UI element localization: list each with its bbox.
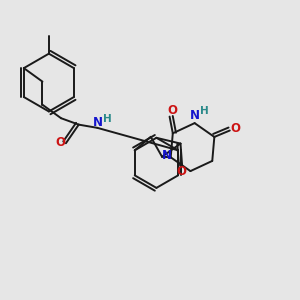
Text: N: N bbox=[161, 149, 172, 162]
Text: O: O bbox=[56, 136, 66, 149]
Text: N: N bbox=[190, 109, 200, 122]
Text: O: O bbox=[176, 165, 186, 178]
Text: O: O bbox=[231, 122, 241, 135]
Text: N: N bbox=[93, 116, 103, 129]
Text: O: O bbox=[168, 104, 178, 117]
Text: H: H bbox=[200, 106, 208, 116]
Text: H: H bbox=[103, 114, 111, 124]
